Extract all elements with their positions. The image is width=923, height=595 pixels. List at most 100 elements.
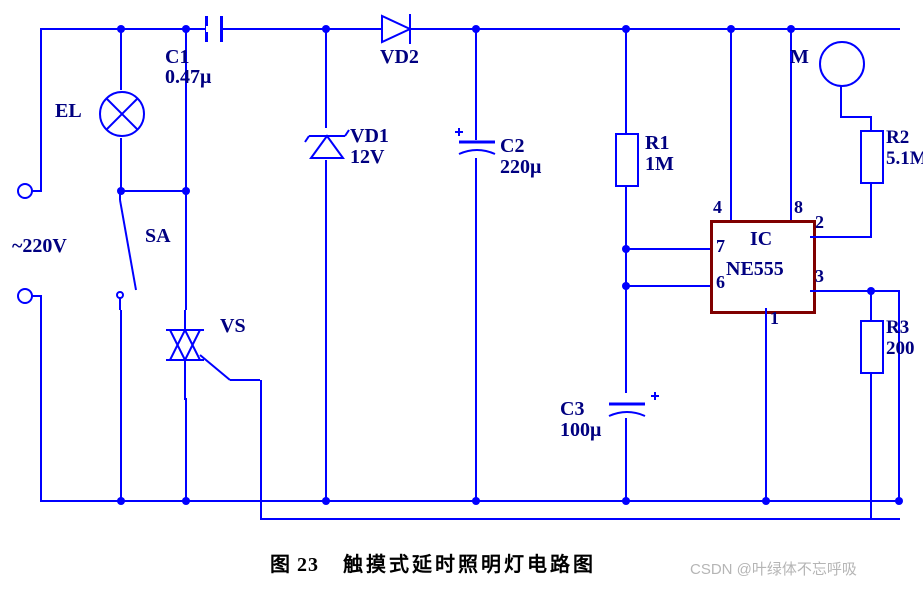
wire-vs-gate-down xyxy=(260,380,262,520)
wire-bottom-rail xyxy=(40,500,900,502)
pin7-label: 7 xyxy=(716,236,725,257)
source-label: ~220V xyxy=(12,235,67,257)
node xyxy=(895,497,903,505)
caption-prefix: 图 23 xyxy=(270,554,319,576)
figure-caption: 图 23 触摸式延时照明灯电路图 xyxy=(270,548,596,577)
triac-icon xyxy=(160,310,270,400)
pin2-label: 2 xyxy=(815,212,824,233)
node xyxy=(622,25,630,33)
c1-wire-r xyxy=(223,28,325,30)
wire-c3-bot xyxy=(625,418,627,502)
wire-pin1 xyxy=(765,308,767,502)
wire-r2-to-pin2 xyxy=(840,236,872,238)
c1-gap-mask xyxy=(206,26,220,32)
wire-pin2 xyxy=(810,236,840,238)
resistor-r2 xyxy=(860,130,884,184)
ac-terminal-top xyxy=(17,183,33,199)
resistor-r1 xyxy=(615,133,639,187)
pin1-label: 1 xyxy=(770,308,779,329)
wire-to-c3 xyxy=(625,285,627,393)
r1-val: 1M xyxy=(645,153,674,175)
wire-ac-top-vert xyxy=(40,28,42,192)
el-label: EL xyxy=(55,100,82,122)
sa-label: SA xyxy=(145,225,171,247)
pin3-label: 3 xyxy=(815,266,824,287)
node xyxy=(182,497,190,505)
pin8-label: 8 xyxy=(794,197,803,218)
node xyxy=(182,187,190,195)
node xyxy=(727,25,735,33)
wire-r1-bot xyxy=(625,185,627,248)
wire-pin3 xyxy=(810,290,900,292)
node xyxy=(322,25,330,33)
caption-text: 触摸式延时照明灯电路图 xyxy=(343,554,596,576)
m-label: M xyxy=(790,46,809,68)
node xyxy=(117,187,125,195)
node xyxy=(117,497,125,505)
node xyxy=(622,282,630,290)
wire-vd1-bot xyxy=(325,160,327,502)
wire-pin6 xyxy=(625,285,710,287)
wire-r3-bot xyxy=(870,372,872,520)
r2-val: 5.1M xyxy=(886,149,923,170)
r2-ref: R2 xyxy=(886,128,909,149)
diode-icon xyxy=(370,10,440,50)
wire-c2-top xyxy=(475,28,477,140)
node xyxy=(472,497,480,505)
wire-m-to-r2 xyxy=(840,116,872,118)
pin6-label: 6 xyxy=(716,272,725,293)
r1-ref: R1 xyxy=(645,132,669,154)
wire-pin4 xyxy=(730,28,732,220)
c3-ref: C3 xyxy=(560,398,584,420)
wire-vd1-top xyxy=(325,28,327,128)
node xyxy=(762,497,770,505)
wire-top-rail xyxy=(40,28,900,30)
wire-m-down xyxy=(840,86,842,116)
node xyxy=(182,25,190,33)
vd1-val: 12V xyxy=(350,146,384,168)
vd1-ref: VD1 xyxy=(350,125,389,147)
wire-pin7 xyxy=(625,248,710,250)
c2-ref: C2 xyxy=(500,135,524,157)
vd2-ref: VD2 xyxy=(380,46,419,68)
cap-c3-icon xyxy=(605,390,675,430)
wire-sa-down xyxy=(120,310,122,502)
lamp-icon xyxy=(98,90,146,138)
wire-ac-bot-vert xyxy=(40,295,42,502)
c1-val: 0.47μ xyxy=(165,66,211,88)
node xyxy=(472,25,480,33)
wire-r2-bot xyxy=(870,182,872,236)
ic-ref: IC xyxy=(750,228,772,250)
pin4-label: 4 xyxy=(713,197,722,218)
touch-plate-icon xyxy=(818,40,866,88)
r3-ref: R3 xyxy=(886,318,909,339)
circuit-diagram: ~220V EL SA C1 0.47μ V xyxy=(10,10,913,585)
wire-vs-bot xyxy=(185,398,187,502)
watermark: CSDN @叶绿体不忘呼吸 xyxy=(690,558,857,579)
zener-icon xyxy=(305,128,349,168)
wire-el-node-right xyxy=(120,190,187,192)
wire-vs-top xyxy=(185,190,187,310)
wire-c2-bot xyxy=(475,158,477,502)
node xyxy=(622,497,630,505)
node xyxy=(867,287,875,295)
r3-val: 200 xyxy=(886,339,915,360)
node xyxy=(117,25,125,33)
ac-terminal-bottom xyxy=(17,288,33,304)
node xyxy=(787,25,795,33)
wire-r1-top xyxy=(625,28,627,133)
wire-el-mid xyxy=(120,138,122,190)
c2-val: 220μ xyxy=(500,156,541,178)
wire-el-top xyxy=(120,28,122,90)
ic-val: NE555 xyxy=(726,258,784,280)
c1-ref: C1 xyxy=(165,46,189,68)
c3-val: 100μ xyxy=(560,419,601,441)
switch-icon xyxy=(110,190,140,310)
wire-r2-top xyxy=(870,116,872,130)
node xyxy=(322,497,330,505)
vs-label: VS xyxy=(220,315,246,337)
wire-gate-rail xyxy=(260,518,900,520)
cap-c2-icon xyxy=(455,128,499,168)
wire-r1-to-6 xyxy=(625,248,627,285)
node xyxy=(622,245,630,253)
